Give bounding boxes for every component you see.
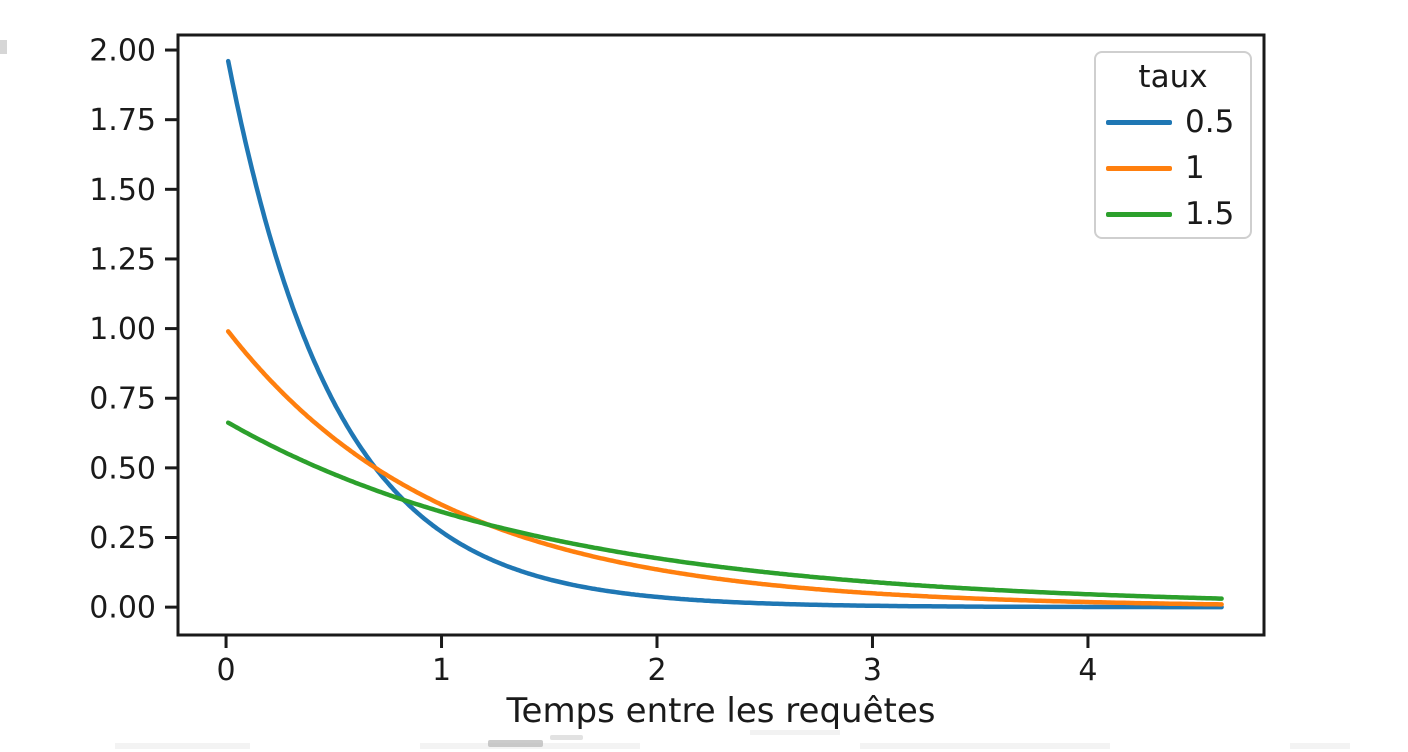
legend-line-swatch-icon	[1106, 119, 1172, 125]
x-tick-label: 1	[432, 653, 451, 688]
curve-taux-0.5	[225, 58, 1224, 610]
x-axis-label: Temps entre les requêtes	[506, 691, 936, 731]
x-tick-label: 2	[647, 653, 666, 688]
legend-line-swatch-icon	[1106, 165, 1172, 171]
legend-entry: 0.5	[1096, 99, 1250, 145]
legend-entry-label: 1.5	[1185, 195, 1235, 232]
curve-taux-1.5	[225, 420, 1224, 601]
plot-frame	[176, 33, 1266, 637]
y-tick-label: 0.25	[89, 521, 156, 556]
legend-entry-label: 1	[1185, 149, 1205, 186]
x-tick-label: 4	[1078, 653, 1097, 688]
y-tick-label: 1.00	[89, 312, 156, 347]
legend-entries: 0.5 1 1.5	[1096, 99, 1250, 237]
y-tick-label: 1.50	[89, 173, 156, 208]
legend-line-swatch-icon	[1106, 211, 1172, 217]
legend-entry: 1	[1096, 145, 1250, 191]
x-tick-label: 3	[863, 653, 882, 688]
y-tick-label: 0.50	[89, 451, 156, 486]
legend-entry: 1.5	[1096, 191, 1250, 237]
x-tick-label: 0	[217, 653, 236, 688]
y-tick-label: 2.00	[89, 34, 156, 69]
legend-title: taux	[1138, 59, 1208, 95]
legend-entry-label: 0.5	[1185, 103, 1235, 140]
y-tick-label: 0.75	[89, 382, 156, 417]
y-tick-label: 1.25	[89, 242, 156, 277]
y-tick-label: 1.75	[89, 103, 156, 138]
y-tick-label: 0.00	[89, 591, 156, 626]
curve-taux-1	[225, 329, 1224, 607]
legend: taux 0.5 1 1.5	[1094, 51, 1252, 239]
